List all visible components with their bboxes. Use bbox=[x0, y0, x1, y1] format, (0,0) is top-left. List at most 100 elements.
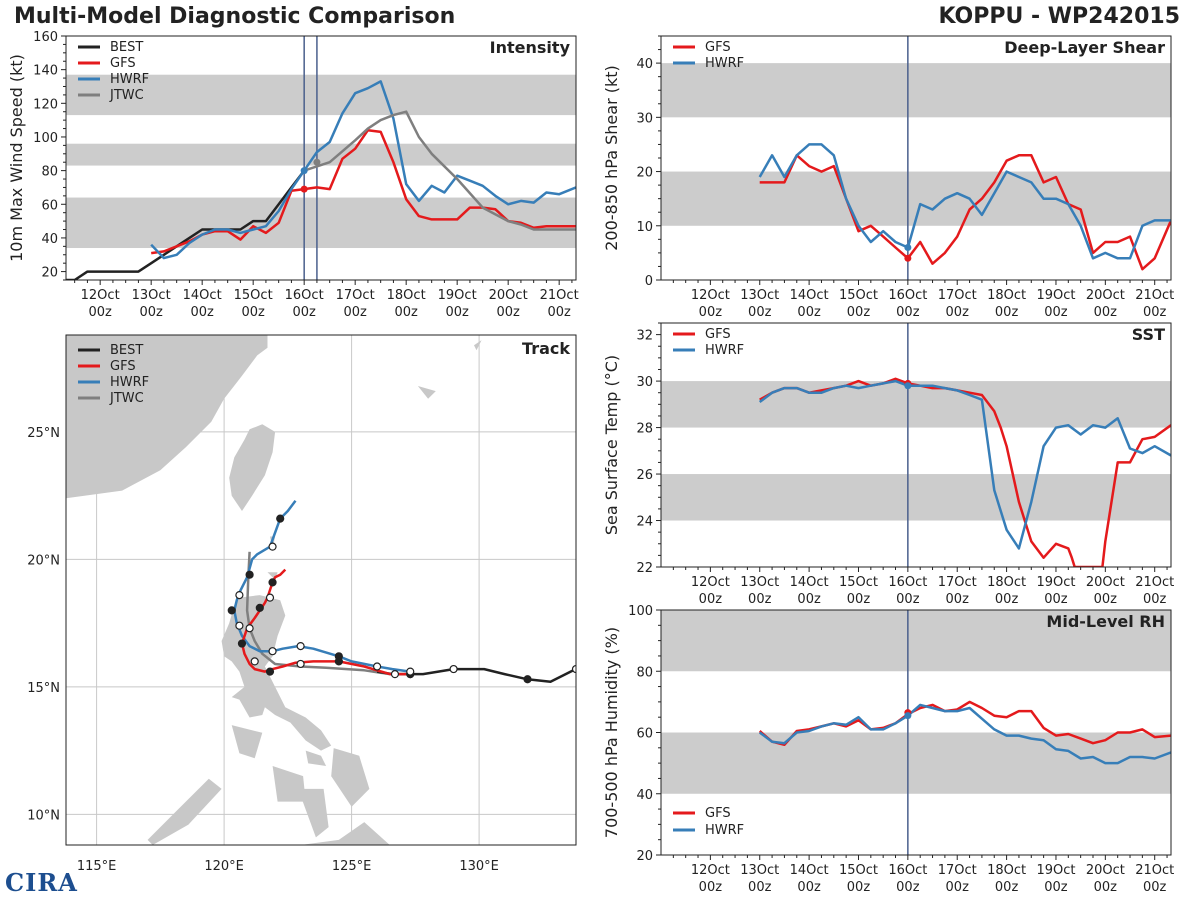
lat-tick-label: 15°N bbox=[27, 681, 60, 696]
x-tick-label-hour: 00z bbox=[847, 592, 871, 607]
lon-tick-label: 130°E bbox=[459, 859, 499, 874]
x-tick-label-date: 13Oct bbox=[740, 288, 779, 303]
land-taiwan bbox=[229, 424, 276, 511]
x-tick-label-hour: 00z bbox=[241, 305, 265, 320]
y-tick-label: 28 bbox=[636, 422, 653, 437]
track-line-gfs bbox=[240, 568, 411, 676]
shade-band bbox=[661, 474, 1171, 521]
x-tick-label-date: 15Oct bbox=[234, 288, 273, 303]
x-tick-label-hour: 00z bbox=[292, 305, 316, 320]
y-tick-label: 100 bbox=[628, 604, 653, 619]
x-tick-label-hour: 00z bbox=[496, 305, 520, 320]
x-tick-label-hour: 00z bbox=[1143, 305, 1167, 320]
y-tick-label: 20 bbox=[636, 849, 653, 864]
x-tick-label-hour: 00z bbox=[995, 305, 1019, 320]
y-tick-label: 40 bbox=[636, 788, 653, 803]
land-china-coast bbox=[66, 335, 273, 499]
x-tick-label-date: 14Oct bbox=[183, 288, 222, 303]
track-point-gfs bbox=[237, 639, 247, 648]
x-tick-label-hour: 00z bbox=[748, 592, 772, 607]
x-tick-label-date: 12Oct bbox=[691, 575, 730, 590]
track-point-jtwc bbox=[245, 570, 254, 579]
track-point-jtwc bbox=[227, 606, 236, 615]
track-point-jtwc bbox=[390, 670, 400, 679]
x-tick-label-date: 13Oct bbox=[740, 863, 779, 878]
track-point-jtwc bbox=[250, 657, 259, 666]
x-tick-label-date: 21Oct bbox=[1135, 863, 1174, 878]
y-tick-label: 80 bbox=[636, 665, 653, 680]
x-tick-label-hour: 00z bbox=[995, 880, 1019, 895]
analysis-marker-hwrf bbox=[300, 167, 308, 175]
legend-label-gfs: GFS bbox=[110, 56, 136, 71]
x-tick-label-date: 20Oct bbox=[1086, 863, 1125, 878]
land-visayas-panay bbox=[272, 766, 306, 802]
x-tick-label-hour: 00z bbox=[1143, 880, 1167, 895]
panel-rh: 20 40 60 80 100 12Oct 00z 13Oct 00z 14Oct 00z 15Oct… bbox=[602, 604, 1174, 895]
track-point-hwrf bbox=[406, 667, 415, 676]
track-point-hwrf bbox=[235, 590, 244, 600]
x-tick-label-hour: 00z bbox=[797, 305, 821, 320]
y-tick-label: 20 bbox=[41, 266, 58, 281]
x-tick-label-hour: 00z bbox=[946, 880, 970, 895]
land-palawan bbox=[147, 778, 222, 845]
shade-band bbox=[66, 74, 576, 116]
series-line-gfs bbox=[759, 154, 1171, 271]
series-line-hwrf bbox=[758, 703, 1171, 765]
land-luzon bbox=[221, 595, 332, 751]
x-tick-label-date: 16Oct bbox=[285, 288, 324, 303]
legend-label-gfs: GFS bbox=[705, 806, 731, 821]
panel-title: Track bbox=[522, 339, 570, 358]
x-tick-label-date: 13Oct bbox=[132, 288, 171, 303]
legend-label-best: BEST bbox=[110, 343, 143, 358]
x-tick-label-date: 21Oct bbox=[1135, 288, 1174, 303]
map-frame bbox=[65, 334, 577, 846]
legend-label-hwrf: HWRF bbox=[705, 823, 744, 838]
land-ryukyu-north bbox=[474, 340, 482, 351]
shade-band bbox=[661, 732, 1171, 794]
y-tick-label: 80 bbox=[41, 165, 58, 180]
shade-band bbox=[661, 610, 1171, 672]
series-line-hwrf bbox=[758, 143, 1171, 260]
land-visayas-samar bbox=[331, 748, 370, 807]
track-point-jtwc bbox=[296, 659, 305, 669]
track-point-hwrf bbox=[373, 662, 382, 671]
x-tick-label-date: 14Oct bbox=[790, 575, 829, 590]
legend-label-hwrf: HWRF bbox=[705, 56, 744, 71]
plot-frame bbox=[65, 35, 577, 281]
y-tick-label: 140 bbox=[33, 64, 58, 79]
y-tick-label: 26 bbox=[636, 468, 653, 483]
legend-label-gfs: GFS bbox=[110, 359, 136, 374]
y-axis-label: 200-850 hPa Shear (kt) bbox=[602, 65, 621, 251]
track-point-hwrf bbox=[265, 593, 275, 602]
panel-title: Intensity bbox=[490, 38, 571, 57]
panel-title: Mid-Level RH bbox=[1046, 612, 1165, 631]
x-tick-label-hour: 00z bbox=[896, 305, 920, 320]
x-tick-label-date: 12Oct bbox=[691, 288, 730, 303]
x-tick-label-hour: 00z bbox=[445, 305, 469, 320]
cira-logo: CIRA bbox=[5, 868, 78, 897]
x-tick-label-hour: 00z bbox=[797, 592, 821, 607]
x-tick-label-date: 15Oct bbox=[839, 863, 878, 878]
x-tick-label-hour: 00z bbox=[748, 880, 772, 895]
y-tick-label: 60 bbox=[41, 198, 58, 213]
lat-tick-label: 20°N bbox=[27, 553, 60, 568]
x-tick-label-hour: 00z bbox=[139, 305, 163, 320]
panel-title: SST bbox=[1132, 325, 1165, 344]
analysis-marker-hwrf bbox=[904, 382, 912, 390]
legend-label-gfs: GFS bbox=[705, 327, 731, 342]
y-tick-label: 22 bbox=[636, 561, 653, 576]
x-tick-label-hour: 00z bbox=[1094, 592, 1118, 607]
x-tick-label-hour: 00z bbox=[699, 592, 723, 607]
y-axis-label: Sea Surface Temp (°C) bbox=[602, 355, 621, 535]
x-tick-label-hour: 00z bbox=[1094, 305, 1118, 320]
x-tick-label-date: 16Oct bbox=[888, 575, 927, 590]
y-tick-label: 10 bbox=[636, 220, 653, 235]
legend-label-gfs: GFS bbox=[705, 40, 731, 55]
analysis-marker-gfs bbox=[904, 254, 912, 262]
x-tick-label-date: 20Oct bbox=[489, 288, 528, 303]
track-point-gfs bbox=[255, 603, 264, 612]
track-point-best bbox=[523, 675, 532, 684]
shade-band bbox=[66, 197, 576, 249]
panel-sst: 22 24 26 28 30 32 12Oct 00z 13Oct 00z 14Oct 00z 15Oc… bbox=[602, 322, 1174, 607]
y-axis-label: 700-500 hPa Humidity (%) bbox=[602, 627, 621, 838]
